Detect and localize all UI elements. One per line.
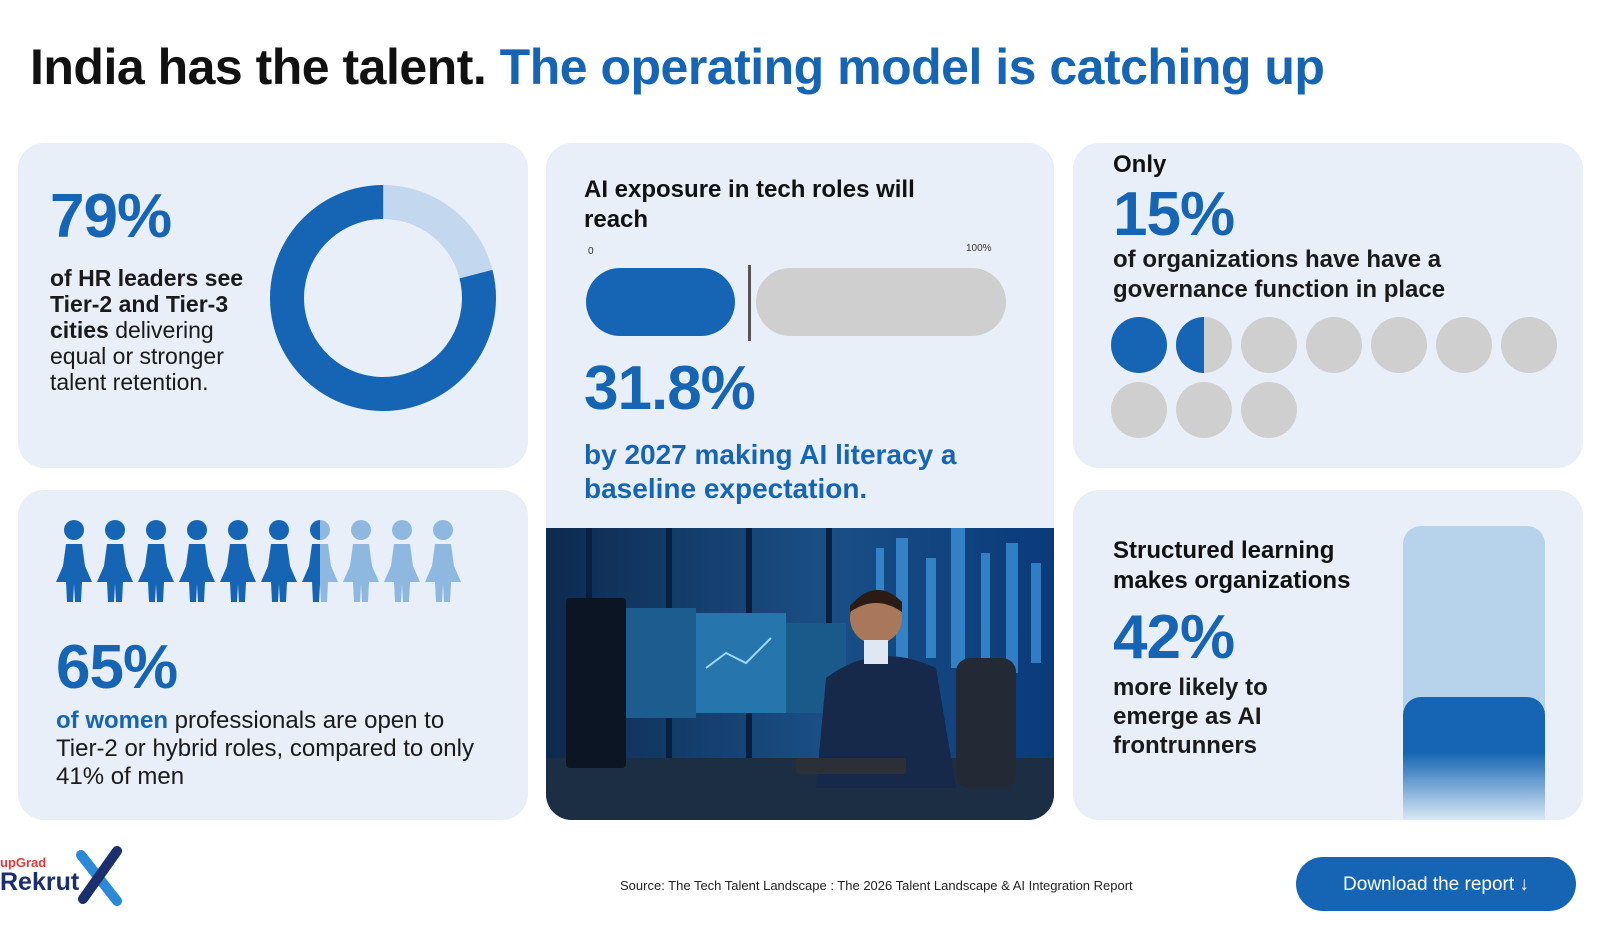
women-card: 65% of women professionals are open to T… xyxy=(18,490,528,820)
governance-description: of organizations have have a governance … xyxy=(1113,246,1446,303)
title-part-1: India has the talent. xyxy=(30,39,487,95)
women-text-rest: professionals are open to Tier-2 or hybr… xyxy=(56,707,474,790)
progress-marker xyxy=(748,265,751,341)
ai-exposure-lead: AI exposure in tech roles will reach xyxy=(584,176,915,233)
governance-dot xyxy=(1241,382,1297,438)
title-part-2: The operating model is catching up xyxy=(499,39,1325,95)
logo-main-text: Rekrut xyxy=(0,868,80,896)
governance-dot xyxy=(1501,317,1557,373)
people-pictogram xyxy=(56,520,461,602)
progress-tick-max: 100% xyxy=(966,243,992,254)
governance-dot xyxy=(1436,317,1492,373)
governance-dot xyxy=(1111,382,1167,438)
retention-description: of HR leaders see Tier-2 and Tier-3 citi… xyxy=(50,265,250,395)
structured-learning-card: Structured learning makes organizations … xyxy=(1073,490,1583,820)
governance-dot xyxy=(1306,317,1362,373)
governance-prefix: Only xyxy=(1113,151,1167,178)
office-photo xyxy=(546,528,1054,820)
logo-small-text: upGrad xyxy=(0,855,47,870)
donut-fill xyxy=(270,185,496,411)
page-title: India has the talent. The operating mode… xyxy=(30,38,1325,96)
structured-lead: Structured learning makes organizations xyxy=(1113,537,1351,594)
person-icon xyxy=(138,520,174,602)
women-value: 65% xyxy=(56,633,178,702)
person-icon xyxy=(425,520,461,602)
retention-value: 79% xyxy=(50,182,172,251)
person-icon xyxy=(302,520,338,602)
ai-exposure-card: AI exposure in tech roles will reach 0 1… xyxy=(546,143,1054,820)
ai-exposure-sub: by 2027 making AI literacy a baseline ex… xyxy=(584,439,957,504)
person-icon xyxy=(261,520,297,602)
retention-text-rest: delivering equal or stronger talent rete… xyxy=(50,317,224,395)
governance-dot-chart xyxy=(1111,317,1557,438)
ai-exposure-value: 31.8% xyxy=(584,354,756,423)
governance-dot xyxy=(1176,382,1232,438)
governance-dot xyxy=(1111,317,1167,373)
governance-value: 15% xyxy=(1113,180,1235,249)
governance-dot xyxy=(1371,317,1427,373)
structured-value: 42% xyxy=(1113,603,1235,672)
logo-x-icon xyxy=(76,846,122,906)
company-logo: upGrad Rekrut xyxy=(0,846,122,906)
retention-card: 79% of HR leaders see Tier-2 and Tier-3 … xyxy=(18,143,528,468)
retention-donut-chart xyxy=(270,185,496,411)
person-icon xyxy=(220,520,256,602)
download-report-button[interactable]: Download the report ↓ xyxy=(1296,857,1576,911)
person-icon xyxy=(97,520,133,602)
progress-tick-min: 0 xyxy=(588,246,594,257)
progress-track xyxy=(756,268,1006,336)
governance-card: Only 15% of organizations have have a go… xyxy=(1073,143,1583,468)
person-icon xyxy=(179,520,215,602)
governance-dot xyxy=(1241,317,1297,373)
women-text-highlight: of women xyxy=(56,707,168,734)
progress-fill xyxy=(586,268,735,336)
structured-description: more likely to emerge as AI frontrunners xyxy=(1113,674,1268,759)
retention-text-bold: of HR leaders see Tier-2 and Tier-3 citi… xyxy=(50,265,244,343)
structured-bar-fill xyxy=(1403,697,1545,820)
structured-bar-track xyxy=(1403,526,1545,820)
source-citation: Source: The Tech Talent Landscape : The … xyxy=(620,878,1133,893)
person-icon xyxy=(56,520,92,602)
person-icon xyxy=(384,520,420,602)
women-description: of women professionals are open to Tier-… xyxy=(56,707,496,791)
person-icon xyxy=(343,520,379,602)
governance-dot xyxy=(1176,317,1232,373)
